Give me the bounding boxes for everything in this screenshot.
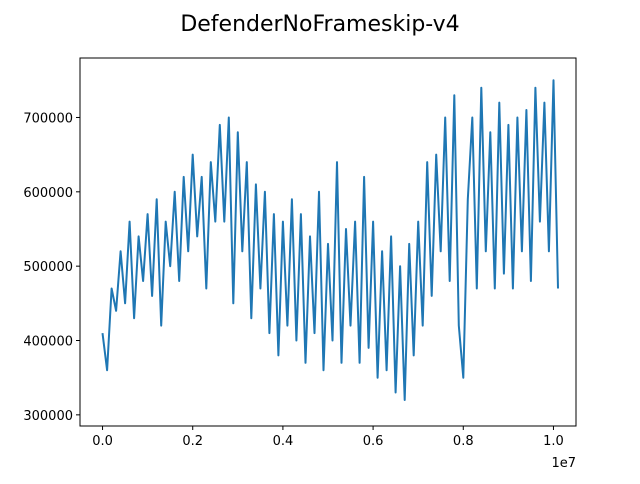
y-tick-label: 300000	[23, 409, 73, 424]
x-axis: 0.0 0.2 0.4 0.6 0.8 1.0	[92, 426, 564, 449]
x-tick-label: 0.0	[92, 434, 113, 449]
x-tick-label: 0.6	[363, 434, 384, 449]
series-line	[101, 79, 559, 401]
chart-title: DefenderNoFrameskip-v4	[180, 12, 459, 37]
x-tick-label: 1.0	[543, 434, 564, 449]
x-tick-label: 0.2	[182, 434, 203, 449]
axes-frame	[79, 57, 577, 427]
y-tick-label: 400000	[23, 335, 73, 350]
y-axis: 300000 400000 500000 600000 700000	[23, 111, 80, 424]
x-tick-label: 0.4	[273, 434, 294, 449]
y-tick-label: 600000	[23, 186, 73, 201]
y-tick-label: 700000	[23, 111, 73, 126]
plot-area	[101, 79, 559, 401]
x-offset-label: 1e7	[551, 456, 576, 471]
y-tick-label: 500000	[23, 260, 73, 275]
x-tick-label: 0.8	[453, 434, 474, 449]
